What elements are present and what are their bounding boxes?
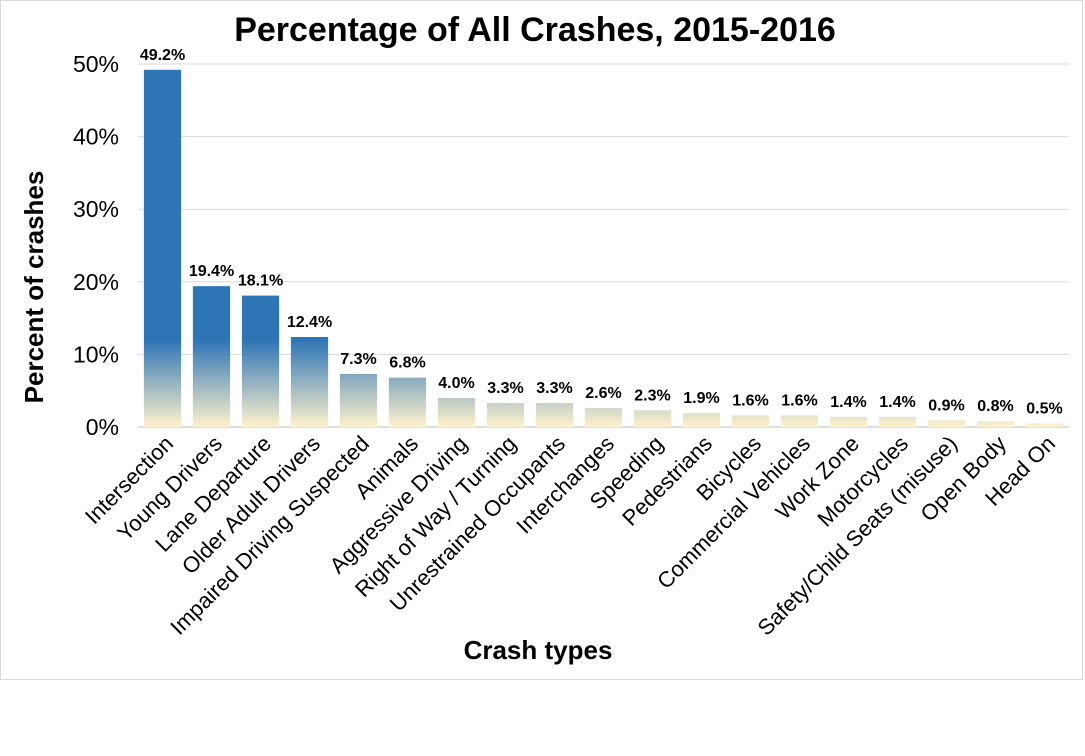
bar: [682, 413, 721, 427]
y-axis-title: Percent of crashes: [19, 171, 49, 404]
data-label: 18.1%: [238, 273, 283, 290]
data-label: 7.3%: [340, 351, 376, 368]
bar: [584, 408, 623, 427]
bar: [633, 410, 672, 427]
bar: [339, 374, 378, 427]
bar: [143, 69, 182, 428]
data-label: 2.6%: [585, 385, 621, 402]
y-tick-label: 40%: [73, 124, 119, 150]
y-tick-label: 50%: [73, 51, 119, 77]
data-label: 0.9%: [928, 397, 964, 414]
y-tick-label: 0%: [86, 414, 119, 440]
bar: [976, 421, 1015, 427]
bar: [290, 336, 329, 427]
data-label: 3.3%: [487, 380, 523, 397]
bar: [829, 416, 868, 427]
data-label: 1.4%: [879, 394, 915, 411]
y-axis-ticks: 0% 10% 20% 30% 40% 50%: [73, 51, 119, 440]
y-tick-label: 10%: [73, 341, 119, 367]
bar: [927, 420, 966, 427]
chart-title: Percentage of All Crashes, 2015-2016: [234, 11, 836, 49]
data-label: 0.5%: [1026, 400, 1062, 417]
bar: [780, 415, 819, 427]
data-label: 49.2%: [140, 47, 185, 64]
data-label: 1.9%: [683, 390, 719, 407]
bar-chart: Percentage of All Crashes, 2015-2016 0% 1…: [19, 11, 1069, 665]
data-label: 3.3%: [536, 380, 572, 397]
data-label: 12.4%: [287, 314, 332, 331]
x-axis-title: Crash types: [464, 635, 613, 665]
y-tick-label: 20%: [73, 269, 119, 295]
bar: [878, 416, 917, 427]
bar: [486, 403, 525, 427]
data-label: 6.8%: [389, 355, 425, 372]
data-label: 1.6%: [781, 392, 817, 409]
data-label: 4.0%: [438, 375, 474, 392]
bar: [437, 397, 476, 427]
bar: [1025, 423, 1064, 427]
data-label: 1.4%: [830, 394, 866, 411]
bar: [388, 377, 427, 427]
data-label: 19.4%: [189, 263, 234, 280]
bar: [535, 403, 574, 427]
chart-frame: Percentage of All Crashes, 2015-2016 0% 1…: [0, 0, 1083, 680]
bar: [731, 415, 770, 427]
bars: [143, 69, 1064, 428]
data-label: 1.6%: [732, 392, 768, 409]
data-label: 0.8%: [977, 398, 1013, 415]
y-tick-label: 30%: [73, 196, 119, 222]
data-labels: 49.2% 19.4%18.1% 12.4% 7.3% 6.8% 4.0% 3.3% 3.3%…: [140, 47, 1063, 418]
bar: [192, 286, 231, 427]
bar: [241, 295, 280, 427]
data-label: 2.3%: [634, 387, 670, 404]
